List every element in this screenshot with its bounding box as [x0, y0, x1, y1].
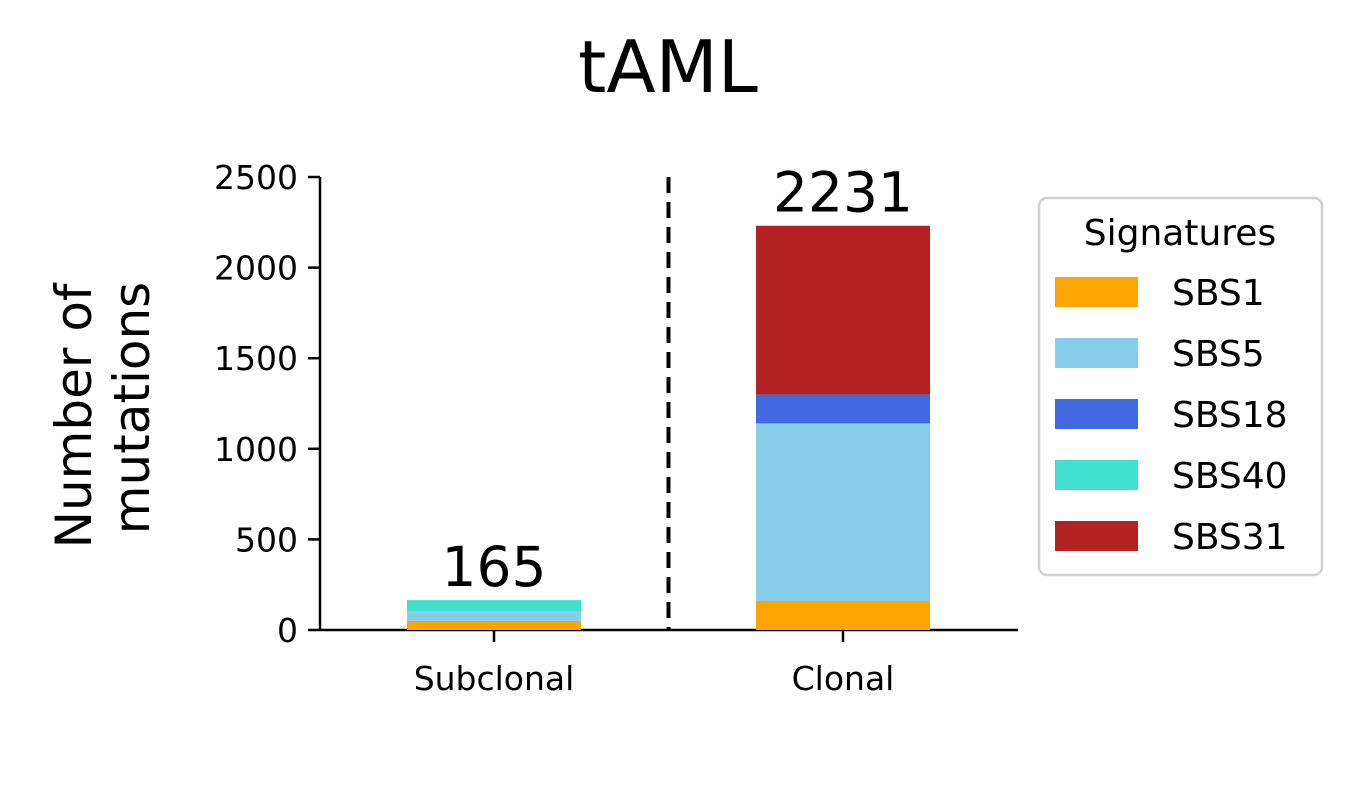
legend-swatch	[1055, 338, 1138, 368]
y-tick-label: 1000	[214, 430, 298, 469]
bar-segment	[756, 225, 930, 395]
legend-label: SBS31	[1172, 517, 1288, 558]
y-tick-label: 2500	[214, 158, 298, 197]
legend-label: SBS40	[1172, 456, 1288, 497]
x-tick-label: Clonal	[792, 659, 895, 698]
legend-label: SBS18	[1172, 395, 1288, 436]
legend-swatch	[1055, 460, 1138, 490]
bar-segment	[756, 423, 930, 602]
y-axis-label: Number of mutations	[45, 268, 161, 549]
legend-swatch	[1055, 399, 1138, 429]
bars	[407, 225, 930, 630]
total-label: 165	[442, 535, 547, 599]
bar-segment	[407, 620, 581, 630]
legend: Signatures SBS1 SBS5 SBS18 SBS40 SBS31	[1037, 196, 1324, 577]
bar-segment	[756, 601, 930, 630]
bar-segment	[756, 394, 930, 424]
y-tick-label: 500	[235, 520, 298, 559]
y-tick-label: 1500	[214, 339, 298, 378]
y-axis-label-line-2: mutations	[103, 282, 161, 534]
x-axis: Subclonal Clonal	[320, 628, 1018, 698]
legend-swatch	[1055, 277, 1138, 307]
x-tick-label: Subclonal	[414, 659, 575, 698]
chart-title: tAML	[578, 25, 758, 109]
legend-title: Signatures	[1084, 213, 1276, 254]
y-axis-label-line-1: Number of	[45, 282, 103, 548]
legend-swatch	[1055, 521, 1138, 551]
bar-segment	[407, 610, 581, 621]
total-label: 2231	[773, 161, 913, 225]
bar-segment	[407, 600, 581, 611]
total-labels: 165 2231	[442, 161, 913, 599]
legend-label: SBS5	[1172, 334, 1265, 375]
y-tick-label: 0	[277, 611, 298, 650]
legend-label: SBS1	[1172, 273, 1265, 314]
y-axis: 0 500 1000 1500 2000 2500	[214, 158, 322, 650]
y-tick-label: 2000	[214, 249, 298, 288]
